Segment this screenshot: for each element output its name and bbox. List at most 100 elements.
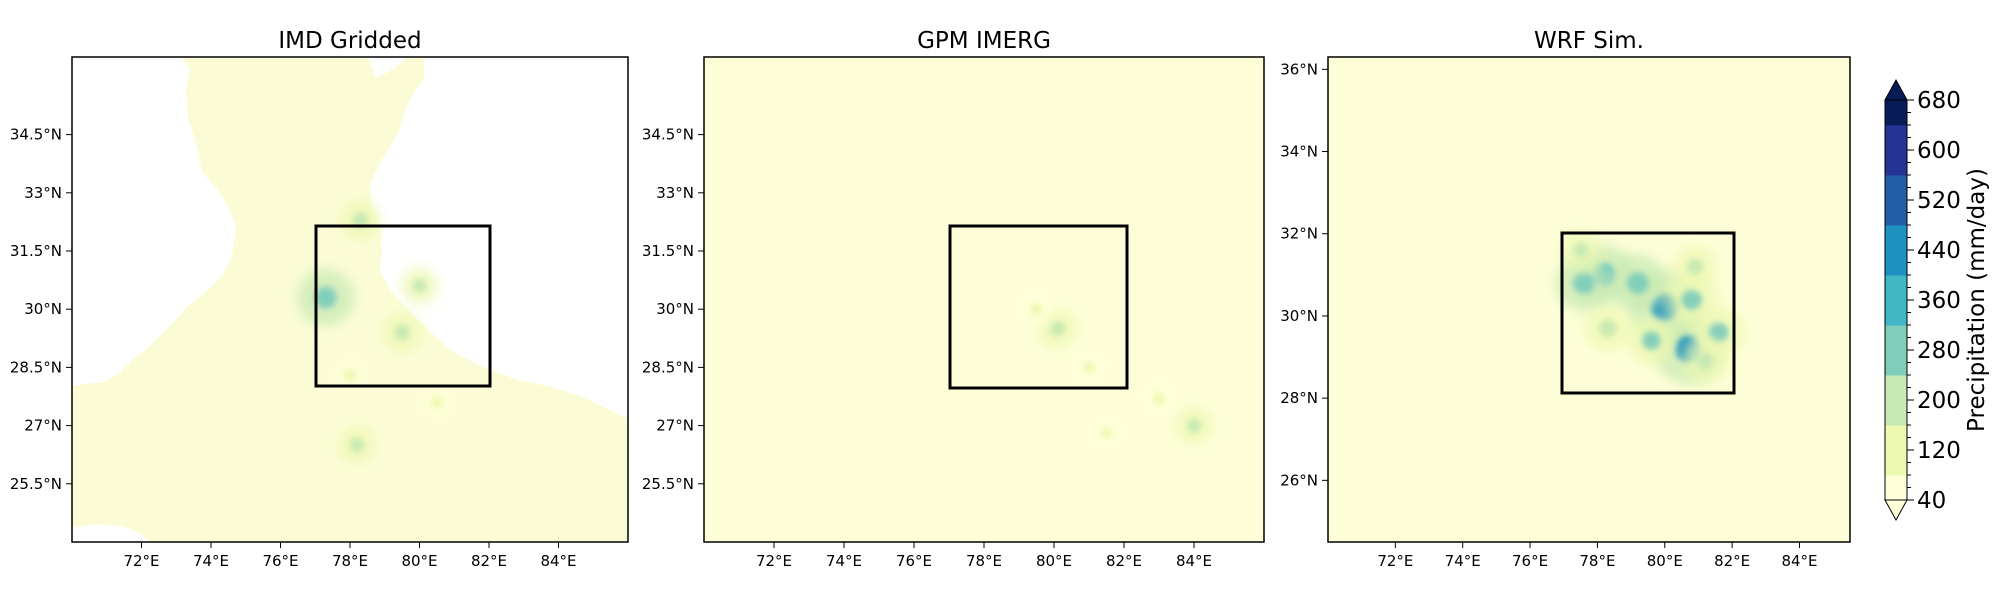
- precip-core: [430, 396, 443, 409]
- colorbar-extend-min: [1884, 499, 1908, 522]
- panel-imd: IMD Gridded 72°E 74°E 76°E 78°E 80°E 82°E 84°E…: [10, 28, 629, 570]
- panel-wrf: WRF Sim. 72°E 74°E 76°E 78°E 80°E 82°E 84°E 26…: [1280, 28, 1851, 570]
- x-tick-label: 74°E: [193, 552, 229, 570]
- x-tick-label: 84°E: [1176, 552, 1212, 570]
- precip-core: [1152, 392, 1166, 405]
- colorbar-segment: [1885, 175, 1907, 201]
- y-tick-label: 33°N: [656, 184, 694, 202]
- x-tick-label: 80°E: [401, 552, 437, 570]
- y-tick-label: 30°N: [1280, 307, 1318, 325]
- x-ticks: 72°E 74°E 76°E 78°E 80°E 82°E 84°E: [1377, 542, 1818, 570]
- x-tick-label: 82°E: [1714, 552, 1750, 570]
- y-tick-label: 32°N: [1280, 225, 1318, 243]
- colorbar-extend-max: [1884, 78, 1908, 101]
- colorbar-segment: [1885, 325, 1907, 351]
- precip-core: [349, 437, 364, 453]
- precip-core: [412, 278, 427, 293]
- precip-core: [1573, 242, 1589, 258]
- field-background: [704, 57, 1264, 542]
- colorbar-tick-label: 680: [1917, 88, 1961, 114]
- colorbar-segment: [1885, 225, 1907, 251]
- precip-core: [1100, 427, 1113, 440]
- precip-core: [1627, 272, 1649, 294]
- x-tick-label: 76°E: [896, 552, 932, 570]
- precip-core: [1696, 352, 1714, 370]
- colorbar-segment: [1885, 425, 1907, 451]
- precip-core: [314, 286, 337, 309]
- x-tick-label: 82°E: [1106, 552, 1142, 570]
- field-wrf: [1555, 230, 1745, 385]
- y-tick-label: 26°N: [1280, 471, 1318, 489]
- panel-title: WRF Sim.: [1534, 28, 1644, 54]
- precip-core: [1049, 321, 1066, 337]
- y-tick-label: 28.5°N: [642, 358, 694, 376]
- study-box: [1560, 231, 1736, 395]
- panel-gpm: GPM IMERG 72°E 74°E 76°E 78°E 80°E 82°E 84°E 2…: [642, 28, 1265, 570]
- x-tick-label: 80°E: [1647, 552, 1683, 570]
- y-tick-label: 30°N: [656, 300, 694, 318]
- precip-core: [1681, 289, 1702, 310]
- colorbar-segment: [1885, 300, 1907, 326]
- x-tick-label: 82°E: [471, 552, 507, 570]
- x-tick-label: 84°E: [540, 552, 576, 570]
- colorbar-tick-label: 600: [1917, 138, 1961, 164]
- colorbar-segment: [1885, 250, 1907, 276]
- y-tick-label: 30°N: [24, 300, 62, 318]
- axes-frame: [1327, 56, 1851, 543]
- y-tick-label: 27°N: [24, 417, 62, 435]
- colorbar-segment: [1885, 200, 1907, 226]
- study-box: [948, 224, 1129, 390]
- precip-core: [1083, 361, 1095, 374]
- panel-title: IMD Gridded: [278, 28, 421, 54]
- x-tick-label: 72°E: [756, 552, 792, 570]
- colorbar-segment: [1885, 350, 1907, 376]
- y-ticks: 25.5°N 27°N 28.5°N 30°N 31.5°N 33°N 34.5°N: [10, 126, 72, 493]
- precip-core: [1598, 319, 1617, 337]
- y-ticks: 25.5°N 27°N 28.5°N 30°N 31.5°N 33°N 34.5°N: [642, 126, 704, 493]
- x-tick-label: 74°E: [826, 552, 862, 570]
- y-tick-label: 33°N: [24, 184, 62, 202]
- x-tick-label: 80°E: [1036, 552, 1072, 570]
- y-tick-label: 25.5°N: [10, 475, 62, 493]
- y-tick-label: 34°N: [1280, 143, 1318, 161]
- x-tick-label: 76°E: [1512, 552, 1548, 570]
- study-box: [314, 224, 492, 388]
- colorbar-ticks: 40 120 200 280 360 440 520 600 680: [1907, 88, 1961, 514]
- colorbar-segment: [1885, 150, 1907, 176]
- x-tick-label: 78°E: [1579, 552, 1615, 570]
- colorbar-segment: [1885, 125, 1907, 151]
- colorbar-segment: [1885, 400, 1907, 426]
- precip-core: [343, 368, 357, 382]
- precip-core: [1030, 302, 1043, 316]
- precip-core: [1573, 272, 1595, 294]
- colorbar-segments: [1885, 100, 1907, 501]
- colorbar-tick-label: 520: [1917, 188, 1961, 214]
- y-tick-label: 34.5°N: [642, 126, 694, 144]
- x-tick-label: 74°E: [1445, 552, 1481, 570]
- y-tick-label: 34.5°N: [10, 126, 62, 144]
- y-tick-label: 31.5°N: [642, 242, 694, 260]
- precip-core: [352, 212, 368, 228]
- colorbar-tick-label: 120: [1917, 438, 1961, 464]
- colorbar: 40 120 200 280 360 440 520 600 680 Precipitation…: [1884, 78, 1990, 522]
- x-tick-label: 72°E: [1377, 552, 1413, 570]
- precip-core: [1708, 322, 1729, 343]
- colorbar-segment: [1885, 375, 1907, 401]
- precip-core: [394, 324, 410, 341]
- colorbar-segment: [1885, 450, 1907, 476]
- colorbar-tick-label: 280: [1917, 338, 1961, 364]
- precip-core: [1186, 418, 1202, 433]
- x-tick-label: 78°E: [332, 552, 368, 570]
- x-tick-label: 76°E: [262, 552, 298, 570]
- colorbar-tick-label: 200: [1917, 388, 1961, 414]
- precip-core: [1687, 258, 1704, 275]
- y-tick-label: 28°N: [1280, 389, 1318, 407]
- field-gpm: [1020, 292, 1213, 449]
- precip-core: [1642, 331, 1661, 350]
- y-tick-label: 25.5°N: [642, 475, 694, 493]
- panel-title: GPM IMERG: [917, 28, 1051, 54]
- x-ticks: 72°E 74°E 76°E 78°E 80°E 82°E 84°E: [756, 542, 1212, 570]
- x-tick-label: 84°E: [1781, 552, 1817, 570]
- colorbar-tick-label: 440: [1917, 238, 1961, 264]
